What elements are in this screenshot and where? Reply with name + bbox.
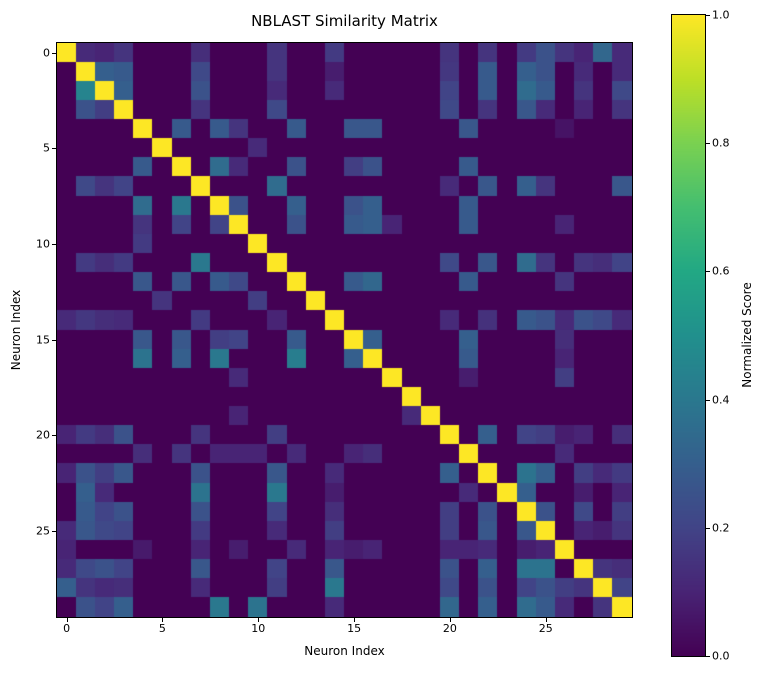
y-tick-label: 15	[36, 333, 50, 347]
colorbar-tick-label: 0.2	[712, 521, 730, 535]
x-tick-mark	[258, 618, 260, 622]
y-tick-label: 20	[36, 428, 50, 442]
y-tick-mark	[52, 52, 56, 54]
y-tick-mark	[52, 243, 56, 245]
colorbar-tick-mark	[706, 271, 710, 273]
heatmap-axes	[56, 42, 633, 618]
colorbar-tick-label: 0.6	[712, 264, 730, 278]
colorbar-tick-label: 1.0	[712, 8, 730, 22]
x-tick-mark	[162, 618, 164, 622]
y-tick-label: 5	[43, 141, 50, 155]
colorbar-tick-label: 0.4	[712, 393, 730, 407]
y-axis-label: Neuron Index	[9, 289, 23, 371]
colorbar-tick-mark	[706, 656, 710, 657]
colorbar-tick-label: 0.0	[712, 649, 730, 663]
x-tick-label: 10	[251, 622, 266, 635]
x-tick-label: 5	[158, 622, 166, 635]
y-tick-mark	[52, 530, 56, 532]
y-tick-mark	[52, 148, 56, 150]
colorbar	[671, 14, 706, 657]
colorbar-tick-mark	[706, 15, 710, 16]
y-tick-label: 10	[36, 237, 50, 251]
colorbar-tick-mark	[706, 399, 710, 401]
chart-title: NBLAST Similarity Matrix	[251, 12, 438, 30]
x-axis-label: Neuron Index	[304, 644, 385, 658]
y-tick-label: 25	[36, 524, 50, 538]
colorbar-tick-mark	[706, 143, 710, 145]
colorbar-tick-label: 0.8	[712, 136, 730, 150]
x-tick-label: 15	[347, 622, 362, 635]
x-tick-mark	[66, 618, 68, 622]
x-tick-label: 20	[442, 622, 457, 635]
y-tick-mark	[52, 339, 56, 341]
colorbar-label: Normalized Score	[740, 282, 754, 388]
x-tick-mark	[354, 618, 356, 622]
x-tick-label: 25	[538, 622, 553, 635]
x-tick-mark	[545, 618, 547, 622]
colorbar-canvas	[672, 15, 705, 656]
y-tick-mark	[52, 435, 56, 437]
heatmap-canvas	[57, 43, 632, 617]
x-tick-mark	[449, 618, 451, 622]
x-tick-label: 0	[63, 622, 71, 635]
y-tick-label: 0	[43, 46, 50, 60]
colorbar-tick-mark	[706, 527, 710, 529]
